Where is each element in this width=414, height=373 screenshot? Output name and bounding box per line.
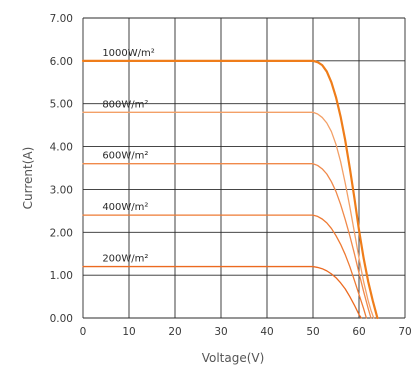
x-tick-label: 20 [168, 326, 181, 338]
y-tick-label: 0.00 [50, 313, 73, 325]
y-tick-label: 2.00 [50, 227, 73, 239]
x-tick-label: 70 [398, 326, 411, 338]
y-tick-label: 4.00 [50, 142, 73, 154]
series-line [82, 111, 375, 319]
series-line [82, 265, 362, 319]
x-axis-title: Voltage(V) [202, 351, 265, 365]
label-layer: 1000W/m² 800W/m² 600W/m² 400W/m² 200W/m² [102, 48, 154, 265]
y-tick-label: 7.00 [50, 13, 73, 25]
series-label: 1000W/m² [102, 48, 154, 59]
series-label: 600W/m² [102, 151, 148, 162]
x-tick-label: 10 [122, 326, 135, 338]
y-tick-label: 6.00 [50, 56, 73, 68]
series-line [81, 59, 379, 320]
y-tick-label: 5.00 [50, 99, 73, 111]
series-line [82, 214, 368, 319]
x-tick-label: 0 [80, 326, 87, 338]
y-tick-label: 1.00 [50, 270, 73, 282]
series-label: 800W/m² [102, 99, 148, 110]
x-tick-label: 40 [260, 326, 273, 338]
curve-layer [81, 59, 379, 320]
y-axis-title: Current(A) [21, 147, 35, 210]
series-line [82, 163, 372, 319]
y-tick-label: 3.00 [50, 184, 73, 196]
x-tick-label: 60 [352, 326, 365, 338]
series-label: 200W/m² [102, 254, 148, 265]
x-tick-label: 50 [306, 326, 319, 338]
tick-layer: 0.00 1.00 2.00 3.00 4.00 5.00 6.00 7.00 0 10 20 30 4… [50, 13, 412, 338]
series-label: 400W/m² [102, 202, 148, 213]
x-tick-label: 30 [214, 326, 227, 338]
